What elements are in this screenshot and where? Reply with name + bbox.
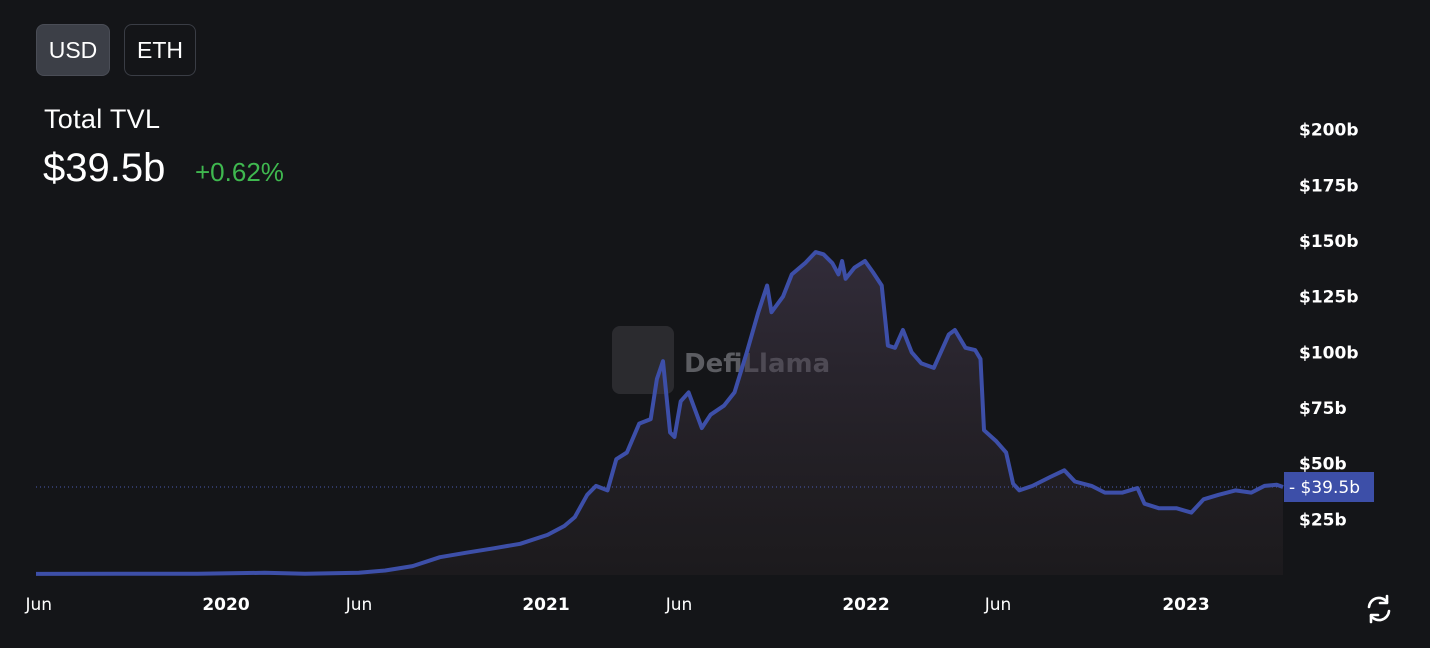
refresh-icon <box>1367 594 1391 624</box>
x-tick-label: Jun <box>984 595 1012 615</box>
x-tick-label: Jun <box>345 595 373 615</box>
last-value-badge: - $39.5b <box>1284 472 1374 502</box>
y-tick-label: $200b <box>1299 121 1358 141</box>
last-value-badge-bg <box>1284 472 1374 502</box>
last-value-label: - $39.5b <box>1289 478 1360 498</box>
tvl-line <box>35 250 1284 576</box>
eth-toggle-button[interactable]: ETH <box>124 24 196 76</box>
tvl-value: $39.5b <box>43 146 166 190</box>
x-axis: Jun 2020 Jun 2021 Jun 2022 Jun 2023 <box>24 595 1209 615</box>
x-tick-label: 2023 <box>1162 595 1209 615</box>
usd-toggle-button[interactable]: USD <box>36 24 110 76</box>
x-tick-label: 2021 <box>522 595 569 615</box>
y-tick-label: $100b <box>1299 343 1358 363</box>
y-tick-label: $25b <box>1299 510 1347 530</box>
y-tick-label: $50b <box>1299 455 1347 475</box>
y-tick-label: $150b <box>1299 232 1358 252</box>
y-axis: $25b $50b $75b $100b $125b $150b $175b $200b <box>1299 121 1358 531</box>
x-tick-label: Jun <box>665 595 693 615</box>
x-tick-label: Jun <box>24 595 52 615</box>
y-tick-label: $125b <box>1299 288 1358 308</box>
refresh-button[interactable] <box>1363 593 1395 625</box>
tvl-change: +0.62% <box>195 157 284 187</box>
x-tick-label: 2020 <box>202 595 249 615</box>
x-tick-label: 2022 <box>842 595 889 615</box>
y-tick-label: $75b <box>1299 399 1347 419</box>
tvl-area <box>36 252 1283 575</box>
tvl-label: Total TVL <box>44 104 161 134</box>
y-tick-label: $175b <box>1299 176 1358 196</box>
